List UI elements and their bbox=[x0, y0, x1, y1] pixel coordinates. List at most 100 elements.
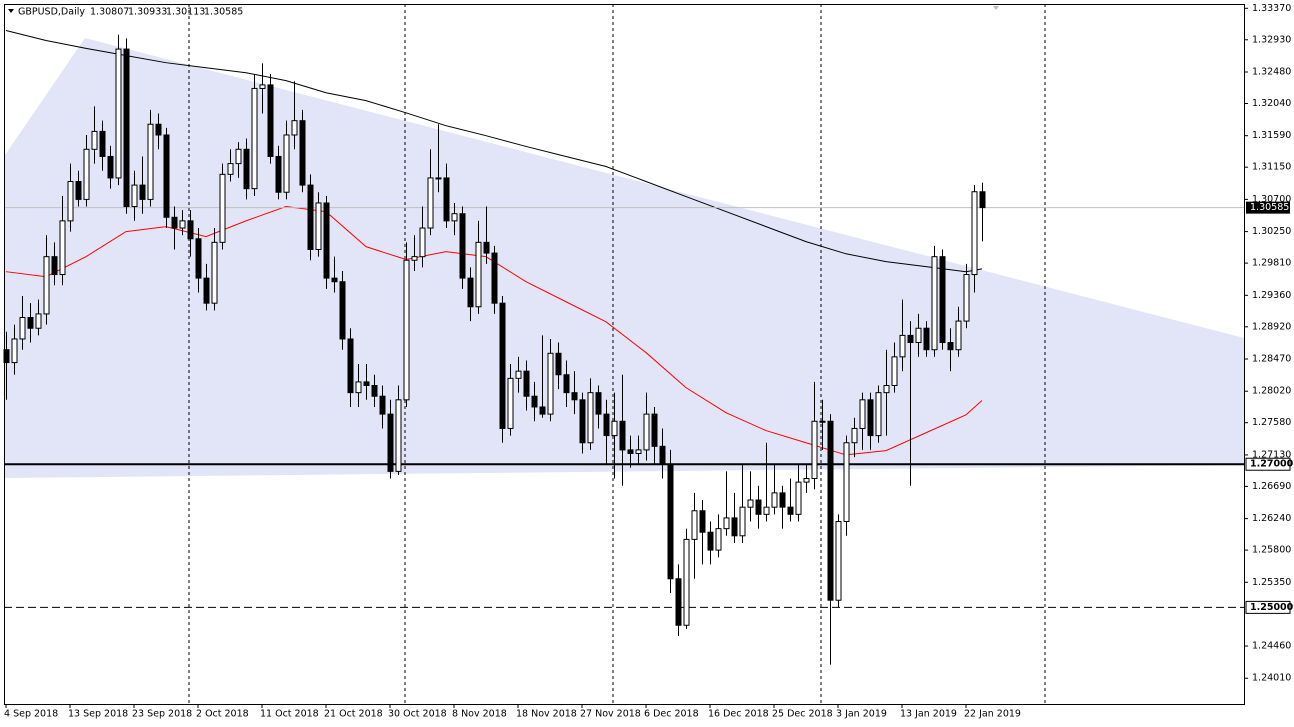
candle-body bbox=[643, 413, 650, 451]
candle-body bbox=[411, 256, 418, 261]
candle-body bbox=[315, 202, 322, 251]
candle-body bbox=[739, 506, 746, 537]
candle-body bbox=[139, 184, 146, 200]
plot-frame bbox=[4, 4, 1245, 705]
y-tick-label: 1.28920 bbox=[1252, 321, 1291, 332]
candle-body bbox=[379, 395, 386, 415]
candle-body bbox=[611, 420, 618, 437]
candle-body bbox=[467, 277, 474, 308]
candle-body bbox=[603, 413, 610, 437]
candle-body bbox=[251, 87, 258, 190]
candle-body bbox=[827, 420, 834, 601]
shift-marker bbox=[993, 6, 999, 10]
candle-body bbox=[243, 148, 250, 190]
candle-body bbox=[627, 449, 634, 454]
candle-body bbox=[747, 499, 754, 508]
candle-body bbox=[427, 177, 434, 229]
y-tick-label: 1.25350 bbox=[1252, 577, 1291, 588]
candle-body bbox=[459, 213, 466, 279]
candle-body bbox=[715, 528, 722, 551]
x-tick-label: 30 Oct 2018 bbox=[388, 709, 447, 720]
candle-body bbox=[331, 277, 338, 283]
candle-body bbox=[163, 134, 170, 218]
candle-body bbox=[595, 392, 602, 415]
plot bbox=[3, 29, 1244, 665]
x-tick-label: 8 Nov 2018 bbox=[452, 709, 507, 720]
current-price-label: 1.30585 bbox=[1250, 202, 1289, 213]
candle-body bbox=[451, 213, 458, 222]
candle-body bbox=[931, 256, 938, 351]
x-tick-label: 22 Jan 2019 bbox=[964, 709, 1021, 720]
candle-body bbox=[59, 220, 66, 276]
candle-body bbox=[955, 320, 962, 351]
moving-average bbox=[5, 29, 983, 273]
y-tick-label: 1.26240 bbox=[1252, 513, 1291, 524]
ohlc-low: 1.30113 bbox=[166, 7, 205, 18]
candle-body bbox=[571, 392, 578, 401]
candle-body bbox=[227, 163, 234, 175]
candle-body bbox=[867, 399, 874, 437]
x-tick-label: 21 Oct 2018 bbox=[324, 709, 383, 720]
candle-body bbox=[179, 220, 186, 229]
candle-body bbox=[771, 492, 778, 508]
candle-body bbox=[91, 130, 98, 150]
x-tick-label: 4 Sep 2018 bbox=[4, 709, 58, 720]
candle-body bbox=[619, 420, 626, 451]
candle-body bbox=[475, 241, 482, 308]
triangle-pattern bbox=[5, 38, 1244, 478]
candle-body bbox=[803, 478, 810, 483]
y-tick-label: 1.25800 bbox=[1252, 545, 1291, 556]
candle-body bbox=[11, 338, 18, 364]
candle-body bbox=[947, 342, 954, 351]
y-tick-label: 1.29360 bbox=[1252, 290, 1291, 301]
candle-body bbox=[531, 395, 538, 408]
candle-body bbox=[763, 506, 770, 515]
candle-body bbox=[99, 130, 106, 157]
candle-body bbox=[491, 252, 498, 304]
candle-body bbox=[299, 120, 306, 186]
candle-body bbox=[579, 399, 586, 444]
x-tick-label: 13 Sep 2018 bbox=[68, 709, 128, 720]
candle-body bbox=[291, 120, 298, 136]
candle-body bbox=[275, 155, 282, 193]
candle-body bbox=[195, 238, 202, 279]
candle-body bbox=[635, 449, 642, 454]
candle-body bbox=[731, 517, 738, 537]
candle-body bbox=[211, 241, 218, 304]
y-tick-label: 1.24010 bbox=[1252, 673, 1291, 684]
candle-body bbox=[819, 420, 826, 423]
candle-body bbox=[523, 370, 530, 397]
candle-body bbox=[939, 256, 946, 344]
y-tick-label: 1.30250 bbox=[1252, 226, 1291, 237]
candle-body bbox=[323, 202, 330, 279]
candle-body bbox=[395, 399, 402, 472]
candle-body bbox=[683, 538, 690, 626]
x-tick-label: 27 Nov 2018 bbox=[580, 709, 641, 720]
candle-body bbox=[259, 84, 266, 89]
y-tick-label: 1.28020 bbox=[1252, 386, 1291, 397]
candle-body bbox=[795, 481, 802, 515]
candle-body bbox=[851, 427, 858, 444]
x-tick-label: 2 Oct 2018 bbox=[196, 709, 249, 720]
candle-body bbox=[27, 316, 34, 329]
candle-body bbox=[307, 184, 314, 251]
current-price-tag bbox=[1246, 201, 1290, 214]
candle-body bbox=[691, 510, 698, 540]
candle-body bbox=[883, 384, 890, 394]
candle-body bbox=[403, 259, 410, 401]
candle-body bbox=[915, 327, 922, 344]
menu-arrow bbox=[8, 9, 14, 13]
candle-body bbox=[387, 413, 394, 472]
candle-body bbox=[787, 506, 794, 515]
candle-body bbox=[979, 191, 986, 209]
candle-body bbox=[539, 406, 546, 415]
candle-body bbox=[811, 420, 818, 480]
candle-body bbox=[515, 370, 522, 379]
x-tick-label: 3 Jan 2019 bbox=[836, 709, 887, 720]
price-tag bbox=[1245, 457, 1291, 471]
candle-body bbox=[219, 173, 226, 243]
candle-body bbox=[371, 384, 378, 397]
candle-body bbox=[507, 377, 514, 429]
y-tick-label: 1.27580 bbox=[1252, 417, 1291, 428]
